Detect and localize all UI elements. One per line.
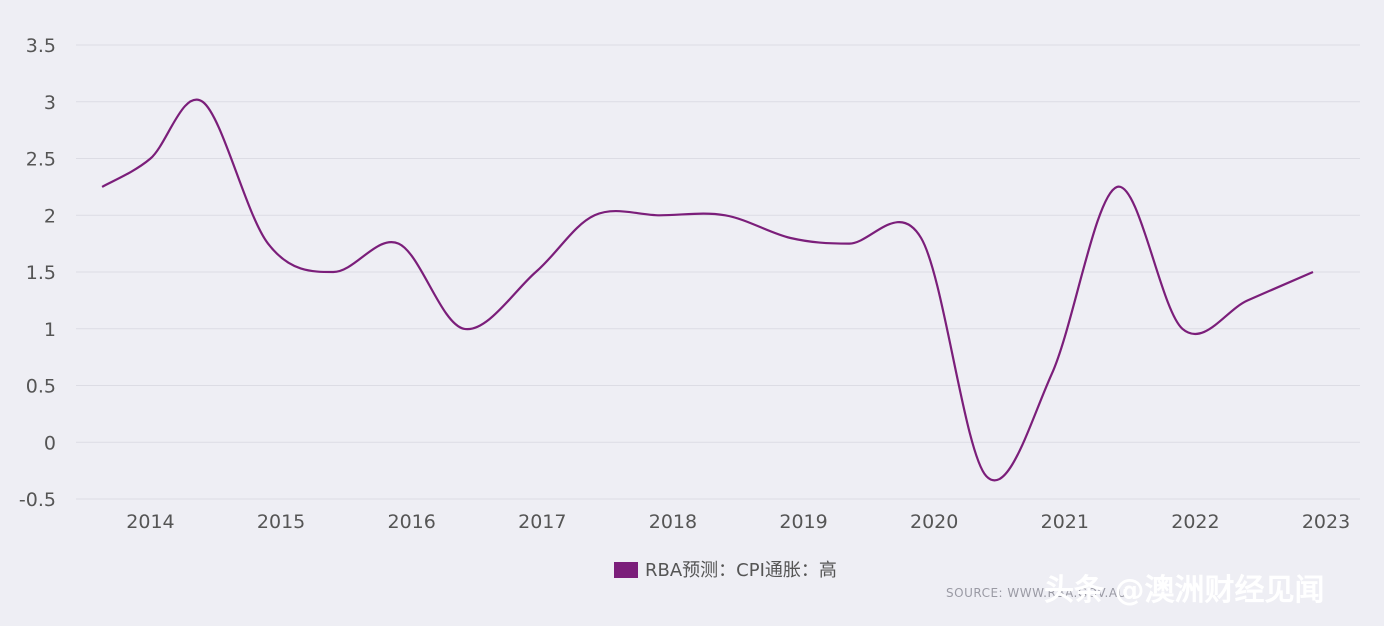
x-tick-label: 2015: [257, 511, 305, 533]
y-tick-label: -0.5: [19, 489, 56, 511]
x-tick-label: 2014: [126, 511, 174, 533]
watermark-text: 头条 @澳洲财经见闻: [1044, 573, 1324, 608]
legend[interactable]: RBA预测：CPI通胀：高: [614, 560, 837, 581]
x-tick-label: 2017: [518, 511, 566, 533]
y-axis-ticks: -0.5 0 0.5 1 1.5 2 2.5 3 3.5: [19, 35, 56, 511]
y-tick-label: 3: [44, 92, 56, 114]
x-tick-label: 2023: [1302, 511, 1350, 533]
x-tick-label: 2016: [388, 511, 436, 533]
x-tick-label: 2018: [649, 511, 697, 533]
y-tick-label: 1.5: [26, 262, 56, 284]
legend-swatch: [614, 562, 638, 578]
series-group: [101, 98, 1314, 482]
y-tick-label: 2: [44, 205, 56, 227]
x-tick-label: 2021: [1041, 511, 1089, 533]
y-tick-label: 0.5: [26, 376, 56, 398]
x-tick-label: 2022: [1171, 511, 1219, 533]
y-tick-label: 0: [44, 432, 56, 454]
series-line: [101, 98, 1314, 482]
x-axis-ticks: 2014 2015 2016 2017 2018 2019 2020 2021 2022 2023: [126, 511, 1350, 533]
x-tick-label: 2020: [910, 511, 958, 533]
source-text: SOURCE: WWW.RBA.GOV.AU: [946, 586, 1127, 600]
x-tick-label: 2019: [779, 511, 827, 533]
y-tick-label: 1: [44, 319, 56, 341]
y-tick-label: 2.5: [26, 149, 56, 171]
legend-label: RBA预测：CPI通胀：高: [645, 560, 837, 581]
y-tick-label: 3.5: [26, 35, 56, 57]
